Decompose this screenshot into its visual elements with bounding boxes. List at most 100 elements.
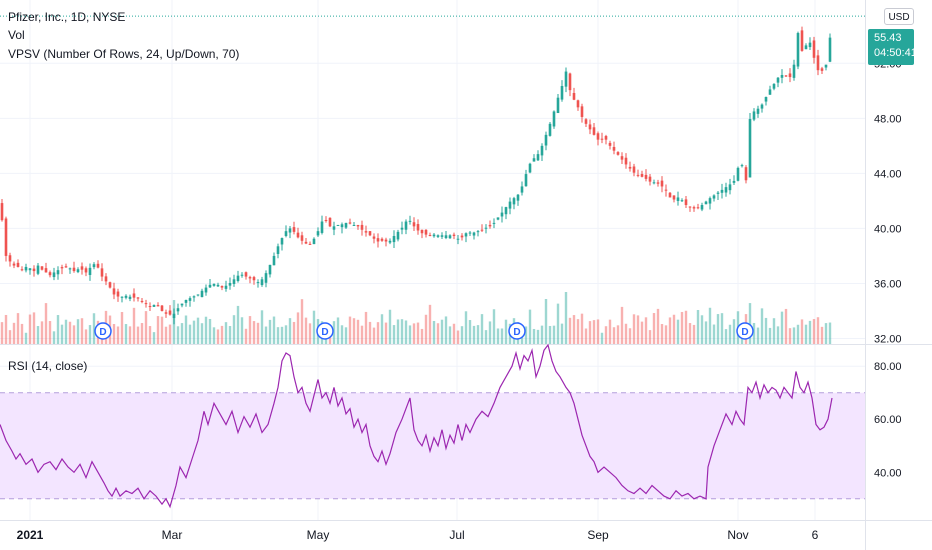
candle-body [804, 45, 808, 50]
volume-bar [408, 325, 412, 344]
currency-button[interactable]: USD [884, 8, 914, 25]
volume-bar [428, 304, 432, 344]
candle-body [272, 255, 276, 266]
candle-body [536, 154, 540, 161]
volume-bar [576, 319, 580, 344]
time-tick-label: May [307, 528, 330, 542]
volume-bar [388, 309, 392, 344]
candle-body [636, 174, 640, 176]
candle-body [104, 276, 108, 282]
candle-body [544, 134, 548, 146]
volume-bar [676, 319, 680, 344]
candle-body [356, 225, 360, 227]
candle-body [824, 64, 828, 68]
rsi-tick-label: 60.00 [874, 414, 902, 426]
candle-body [784, 75, 788, 77]
volume-bar [352, 318, 356, 344]
symbol-title[interactable]: Pfizer, Inc., 1D, NYSE [8, 10, 126, 24]
dividend-marker [316, 322, 334, 340]
candle-body [296, 232, 300, 238]
candle-body [156, 305, 160, 307]
candle-body [256, 282, 260, 284]
candle-body [520, 186, 524, 193]
volume-bar [528, 309, 532, 344]
volume-bar [220, 325, 224, 344]
candle-body [808, 42, 812, 48]
volume-bar [804, 324, 808, 344]
volume-bar [580, 313, 584, 344]
candle-body [24, 266, 28, 271]
candle-body [616, 152, 620, 155]
volume-bar [196, 317, 200, 344]
volume-bar [656, 308, 660, 344]
candle-body [152, 305, 156, 307]
volume-bar [44, 303, 48, 344]
candle-body [684, 199, 688, 206]
volume-bar [812, 319, 816, 344]
volume-bar [604, 326, 608, 344]
volume-bar [12, 322, 16, 344]
volume-bar [468, 320, 472, 344]
volume-bar [160, 316, 164, 344]
rsi-legend[interactable]: RSI (14, close) [8, 359, 88, 373]
volume-bar [820, 326, 824, 344]
candle-body [648, 176, 652, 182]
volume-bar [572, 315, 576, 344]
candle-body [632, 166, 636, 173]
candle-body [400, 227, 404, 230]
candle-body [424, 229, 428, 235]
candle-body [476, 231, 480, 233]
candle-body [344, 222, 348, 228]
volume-bar [80, 318, 84, 344]
candle-body [652, 182, 656, 184]
candle-body [736, 167, 740, 181]
volume-bar [692, 324, 696, 344]
volume-bar [712, 324, 716, 344]
candle-body [292, 227, 296, 232]
candle-body [680, 200, 684, 202]
volume-bar [592, 320, 596, 344]
candle-body [812, 40, 816, 58]
candle-body [716, 192, 720, 194]
volume-bar [720, 313, 724, 344]
candle-body [764, 97, 768, 102]
candle-body [336, 224, 340, 226]
candle-body [432, 234, 436, 237]
volume-bar [556, 303, 560, 344]
candle-body [244, 272, 248, 277]
candle-body [612, 146, 616, 151]
time-tick-label: 2021 [17, 528, 44, 542]
volume-bar [768, 327, 772, 344]
candle-body [532, 158, 536, 162]
candle-body [428, 235, 432, 237]
candle-body [308, 243, 312, 245]
candle-body [4, 218, 8, 256]
candle-body [584, 119, 588, 124]
volume-bar [660, 324, 664, 344]
volume-bar [4, 314, 8, 344]
candle-body [512, 198, 516, 205]
candle-body [660, 180, 664, 187]
candle-body [116, 291, 120, 297]
vpsv-legend[interactable]: VPSV (Number Of Rows, 24, Up/Down, 70) [8, 47, 240, 61]
candle-body [268, 264, 272, 275]
volume-bar [260, 310, 264, 344]
volume-bar [664, 325, 668, 344]
candle-body [388, 240, 392, 243]
time-tick-label: Mar [162, 528, 183, 542]
candle-body [148, 306, 152, 308]
candle-body [140, 300, 144, 302]
volume-bar [760, 308, 764, 344]
volume-bar [400, 319, 404, 344]
vol-legend[interactable]: Vol [8, 28, 25, 42]
volume-bar [780, 311, 784, 344]
candle-body [448, 235, 452, 239]
candle-body [444, 235, 448, 239]
volume-bar [800, 319, 804, 344]
candle-body [508, 201, 512, 209]
candle-body [452, 234, 456, 236]
candle-body [828, 37, 832, 62]
volume-bar [124, 324, 128, 344]
volume-bar [56, 315, 60, 344]
